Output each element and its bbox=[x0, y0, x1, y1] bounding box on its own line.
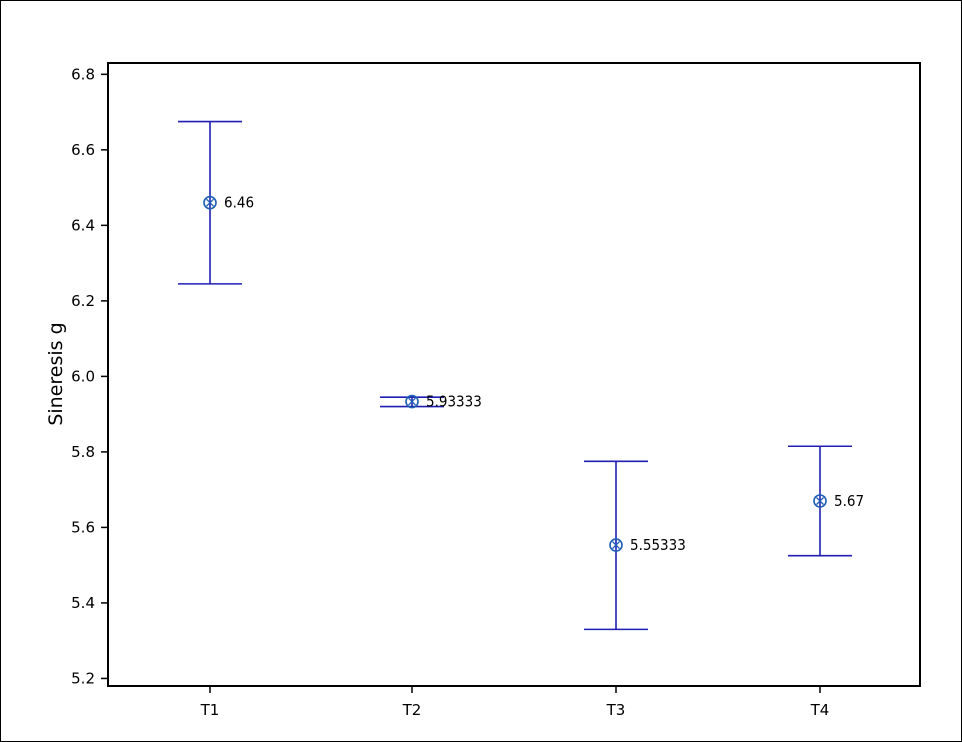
interval-t1: 6.46 bbox=[178, 120, 254, 285]
x-tick-label: T2 bbox=[402, 701, 422, 719]
y-tick-label: 5.2 bbox=[71, 669, 95, 687]
y-tick-label: 5.4 bbox=[71, 594, 95, 612]
y-tick-label: 6.8 bbox=[71, 65, 95, 83]
y-tick-label: 5.8 bbox=[71, 443, 95, 461]
mean-data-label: 6.46 bbox=[224, 194, 254, 212]
y-tick-label: 6.2 bbox=[71, 292, 95, 310]
interval-series: 6.46 5.93333 5.55333 5.67 bbox=[178, 120, 864, 631]
y-tick-label: 5.6 bbox=[71, 518, 95, 536]
interval-t2: 5.93333 bbox=[380, 393, 482, 411]
plot-frame bbox=[107, 62, 921, 687]
mean-data-label: 5.93333 bbox=[426, 393, 482, 411]
x-axis: T1 T2 T3 T4 bbox=[200, 686, 830, 719]
mean-data-label: 5.55333 bbox=[630, 536, 686, 554]
mean-marker-cross bbox=[206, 198, 214, 207]
y-tick-label: 6.4 bbox=[71, 216, 95, 234]
y-tick-label: 6.6 bbox=[71, 141, 95, 159]
interval-t3: 5.55333 bbox=[584, 460, 686, 631]
mean-marker-cross bbox=[816, 497, 824, 505]
mean-marker bbox=[203, 195, 217, 210]
x-tick-label: T1 bbox=[200, 701, 220, 719]
y-axis-title: Sineresis g bbox=[45, 322, 67, 425]
mean-marker bbox=[405, 394, 419, 409]
y-axis: 5.2 5.4 5.6 5.8 6.0 6.2 6.4 6.6 6.8 bbox=[71, 65, 108, 687]
x-tick-label: T4 bbox=[810, 701, 830, 719]
mean-marker bbox=[609, 538, 623, 552]
mean-data-label: 5.67 bbox=[834, 492, 864, 510]
y-tick-label: 6.0 bbox=[71, 367, 95, 385]
x-tick-label: T3 bbox=[606, 701, 626, 719]
mean-marker-cross bbox=[612, 541, 620, 549]
interval-t4: 5.67 bbox=[788, 445, 864, 557]
mean-marker bbox=[813, 494, 827, 508]
mean-marker-cross bbox=[408, 397, 416, 406]
